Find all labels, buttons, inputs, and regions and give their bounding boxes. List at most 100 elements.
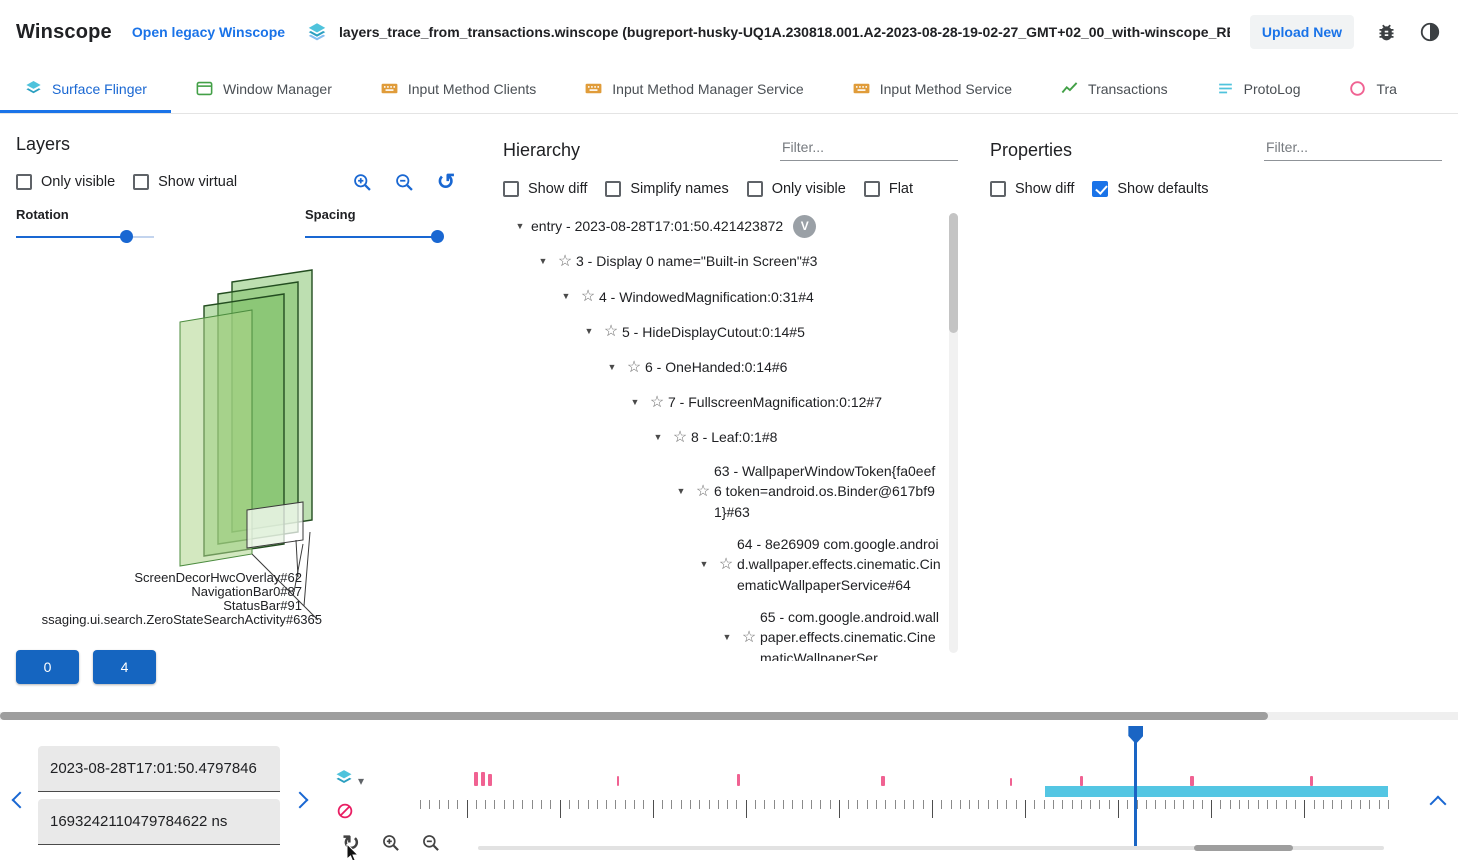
rotation-slider[interactable] (16, 230, 154, 244)
checkbox-box[interactable] (1092, 181, 1109, 197)
tree-node[interactable]: ▼ ☆ 4 - WindowedMagnification:0:31#4 (503, 279, 942, 314)
dark-mode-toggle-icon[interactable] (1418, 20, 1442, 44)
checkbox-box[interactable] (133, 174, 150, 190)
tab-protolog[interactable]: ProtoLog (1192, 64, 1325, 113)
star-icon[interactable]: ☆ (695, 482, 711, 500)
active-range-bar[interactable] (1045, 786, 1388, 797)
checkbox-box[interactable] (605, 181, 622, 197)
checkbox-box[interactable] (990, 181, 1006, 197)
transaction-marker[interactable] (474, 772, 479, 786)
transaction-marker[interactable] (1309, 776, 1313, 786)
expand-arrow-icon[interactable]: ▼ (561, 291, 571, 302)
tab-transitions[interactable]: Tra (1324, 64, 1420, 113)
tree-node[interactable]: ▼ ☆ 63 - WallpaperWindowToken{fa0eef6 toke… (503, 455, 942, 528)
mini-scrollbar-thumb[interactable] (1193, 845, 1294, 851)
transaction-marker[interactable] (1189, 776, 1194, 786)
expand-arrow-icon[interactable]: ▼ (699, 558, 709, 569)
expand-arrow-icon[interactable]: ▼ (584, 326, 594, 337)
tree-scrollbar[interactable] (949, 213, 958, 653)
ruler-tick (717, 800, 719, 809)
checkbox-box[interactable] (746, 181, 763, 197)
zoom-in-icon[interactable] (380, 832, 402, 854)
star-icon[interactable]: ☆ (741, 628, 757, 646)
star-icon[interactable]: ☆ (649, 393, 665, 411)
bug-report-icon[interactable] (1374, 20, 1398, 44)
expand-arrow-icon[interactable]: ▼ (515, 220, 525, 231)
tab-input-method-service[interactable]: Input Method Service (828, 64, 1036, 113)
expand-arrow-icon[interactable]: ▼ (630, 396, 640, 407)
reset-view-icon[interactable]: ↺ (436, 169, 456, 194)
open-legacy-link[interactable]: Open legacy Winscope (131, 24, 286, 40)
tree-scrollbar-thumb[interactable] (949, 213, 958, 333)
human-timestamp-input[interactable] (38, 746, 280, 792)
ns-timestamp-input[interactable] (38, 799, 280, 845)
tree-node[interactable]: ▼ ☆ 64 - 8e26909 com.google.android.wallpa… (503, 528, 942, 601)
display-button-4[interactable]: 4 (93, 650, 156, 684)
star-icon[interactable]: ☆ (603, 323, 619, 341)
simplify-names-checkbox[interactable]: Simplify names (605, 181, 729, 197)
star-icon[interactable]: ☆ (672, 428, 688, 446)
checkbox-box[interactable] (503, 181, 519, 197)
spacing-slider[interactable] (305, 230, 445, 244)
tree-node[interactable]: ▼ entry - 2023-08-28T17:01:50.421423872 V (503, 209, 942, 244)
tree-node[interactable]: ▼ ☆ 7 - FullscreenMagnification:0:12#7 (503, 385, 942, 420)
tree-node[interactable]: ▼ ☆ 65 - com.google.android.wallpaper.effe… (503, 601, 942, 661)
transaction-marker[interactable] (1080, 776, 1084, 786)
star-icon[interactable]: ☆ (718, 555, 734, 573)
expand-arrow-icon[interactable]: ▼ (653, 432, 663, 442)
timeline-canvas[interactable] (420, 712, 1389, 860)
show-diff-checkbox[interactable]: Show diff (503, 181, 587, 197)
transaction-marker[interactable] (617, 776, 620, 786)
tree-node[interactable]: ▼ ☆ 5 - HideDisplayCutout:0:14#5 (503, 314, 942, 349)
expand-timeline-chevron-icon[interactable] (1429, 795, 1447, 813)
transactions-trace-icon[interactable] (336, 802, 354, 825)
zoom-out-icon[interactable] (393, 171, 415, 193)
horizontal-scrollbar-thumb[interactable] (0, 712, 1269, 720)
hierarchy-filter-input[interactable] (780, 134, 958, 161)
reset-zoom-icon[interactable]: ↻ (342, 831, 360, 855)
zoom-out-icon[interactable] (420, 832, 442, 854)
prev-entry-chevron-icon[interactable] (11, 791, 29, 809)
expand-arrow-icon[interactable]: ▼ (676, 486, 686, 497)
zoom-in-icon[interactable] (351, 171, 373, 193)
next-entry-chevron-icon[interactable] (291, 791, 309, 809)
show-defaults-checkbox[interactable]: Show defaults (1092, 181, 1208, 197)
show-diff-checkbox[interactable]: Show diff (990, 181, 1074, 197)
transaction-marker[interactable] (480, 772, 485, 786)
expand-arrow-icon[interactable]: ▼ (538, 256, 548, 267)
properties-filter-input[interactable] (1264, 134, 1442, 161)
only-visible-checkbox[interactable]: Only visible (16, 174, 115, 190)
expand-arrow-icon[interactable]: ▼ (607, 361, 617, 372)
keyboard-icon (584, 79, 603, 98)
trace-selector[interactable]: ▾ (334, 768, 364, 793)
flat-checkbox[interactable]: Flat (863, 181, 913, 197)
transaction-marker[interactable] (487, 774, 492, 786)
show-virtual-checkbox[interactable]: Show virtual (133, 174, 237, 190)
checkbox-box[interactable] (16, 174, 32, 190)
star-icon[interactable]: ☆ (580, 288, 596, 306)
timeline-mini-scrollbar[interactable] (478, 845, 1384, 851)
expand-arrow-icon[interactable]: ▼ (722, 631, 732, 642)
star-icon[interactable]: ☆ (557, 253, 573, 270)
tab-input-method-clients[interactable]: Input Method Clients (356, 64, 560, 113)
star-icon[interactable]: ☆ (626, 358, 642, 376)
tab-window-manager[interactable]: Window Manager (171, 64, 356, 113)
layers-3d-view[interactable]: ScreenDecorHwcOverlay#62 NavigationBar0#… (16, 244, 471, 644)
horizontal-scrollbar[interactable] (0, 712, 1458, 720)
tree-node[interactable]: ▼ ☆ 8 - Leaf:0:1#8 (503, 420, 942, 455)
transaction-marker[interactable] (1010, 778, 1013, 786)
tab-input-method-manager-service[interactable]: Input Method Manager Service (560, 64, 827, 113)
tab-surface-flinger[interactable]: Surface Flinger (0, 64, 171, 113)
slider-thumb[interactable] (120, 230, 134, 243)
tree-node[interactable]: ▼ ☆ 3 - Display 0 name="Built-in Screen"#3 (503, 244, 942, 279)
display-button-0[interactable]: 0 (16, 650, 79, 684)
tree-node[interactable]: ▼ ☆ 6 - OneHanded:0:14#6 (503, 350, 942, 385)
transaction-marker[interactable] (880, 776, 885, 786)
slider-thumb[interactable] (431, 230, 445, 243)
transaction-marker[interactable] (736, 774, 740, 786)
only-visible-checkbox[interactable]: Only visible (746, 181, 846, 197)
timeline-cursor-line[interactable] (1134, 728, 1138, 850)
tab-transactions[interactable]: Transactions (1036, 64, 1192, 113)
upload-new-button[interactable]: Upload New (1249, 15, 1354, 49)
checkbox-box[interactable] (863, 181, 880, 197)
